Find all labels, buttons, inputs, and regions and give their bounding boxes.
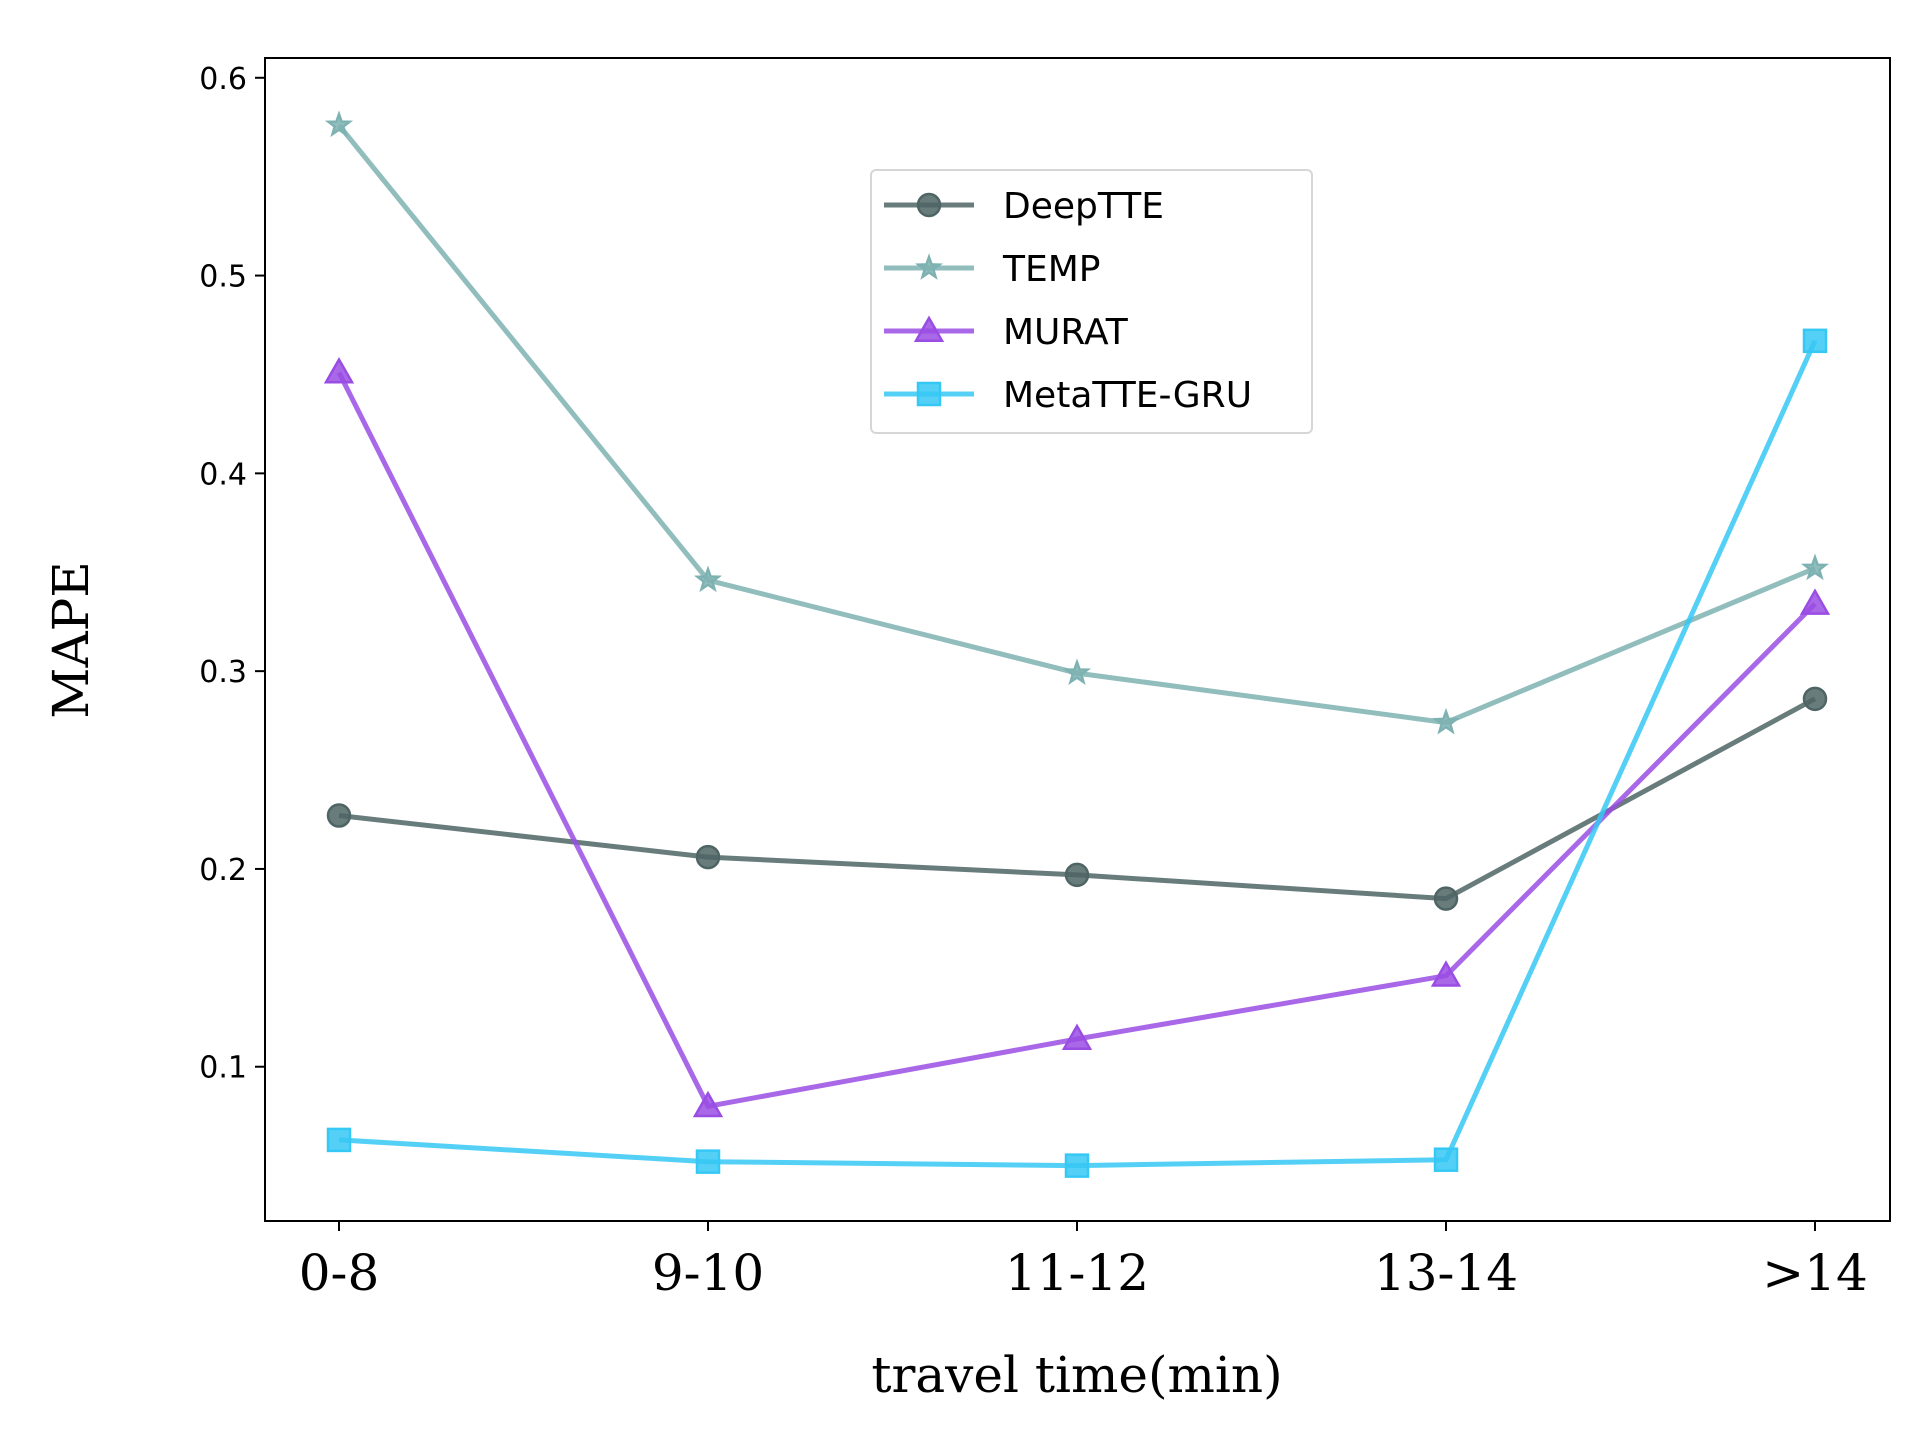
data-point [326, 803, 352, 828]
y-tick-label: 0.6 [199, 62, 247, 97]
x-axis-ticks: 0-8 9-10 11-12 13-14 >14 [299, 1221, 1868, 1302]
y-tick-label: 0.2 [199, 853, 247, 888]
legend-label: MURAT [1003, 312, 1129, 353]
data-point [695, 1149, 721, 1174]
x-tick-label: 0-8 [299, 1244, 380, 1302]
data-point [1432, 707, 1460, 735]
y-tick-label: 0.4 [199, 457, 247, 492]
x-tick-label: 13-14 [1374, 1244, 1518, 1302]
y-axis-ticks: 0.1 0.2 0.3 0.4 0.5 0.6 [199, 62, 265, 1086]
data-point [1802, 328, 1828, 354]
data-point [1799, 588, 1831, 615]
y-tick-label: 0.1 [199, 1051, 247, 1086]
legend: DeepTTE TEMP MURAT MetaTTE-GRU [870, 169, 1313, 434]
x-tick-label: 11-12 [1005, 1244, 1149, 1302]
data-point [1430, 960, 1462, 987]
legend-label: MetaTTE-GRU [1003, 375, 1252, 416]
data-point [692, 1090, 724, 1118]
legend-label: DeepTTE [1003, 186, 1164, 227]
series-group [323, 110, 1831, 1178]
data-point [1064, 1153, 1090, 1178]
data-point [694, 565, 722, 593]
x-tick-label: 9-10 [652, 1244, 764, 1302]
data-point [324, 110, 354, 138]
data-point [1061, 1023, 1093, 1051]
legend-label: TEMP [1002, 249, 1101, 290]
data-point [323, 356, 355, 384]
data-point [326, 1127, 352, 1153]
legend-marker [916, 192, 942, 218]
series-TEMP [324, 110, 1830, 735]
x-axis-label: travel time(min) [871, 1346, 1282, 1404]
series-MURAT [323, 356, 1831, 1118]
data-point [1064, 862, 1090, 888]
data-point [1800, 553, 1830, 581]
data-point [1433, 886, 1459, 911]
data-point [1802, 686, 1828, 712]
legend-marker [916, 381, 942, 407]
y-tick-label: 0.3 [199, 655, 247, 690]
legend-marker [913, 315, 945, 342]
series-line [336, 371, 1817, 1109]
series-DeepTTE [326, 686, 1828, 911]
data-point [1062, 658, 1092, 685]
x-tick-label: >14 [1762, 1244, 1868, 1302]
data-point [695, 844, 721, 870]
data-point [1433, 1147, 1459, 1172]
y-tick-label: 0.5 [199, 260, 247, 295]
series-MetaTTE-GRU [326, 328, 1828, 1178]
legend-marker [914, 253, 944, 280]
y-axis-label: MAPE [42, 561, 100, 718]
legend-box [870, 169, 1313, 434]
